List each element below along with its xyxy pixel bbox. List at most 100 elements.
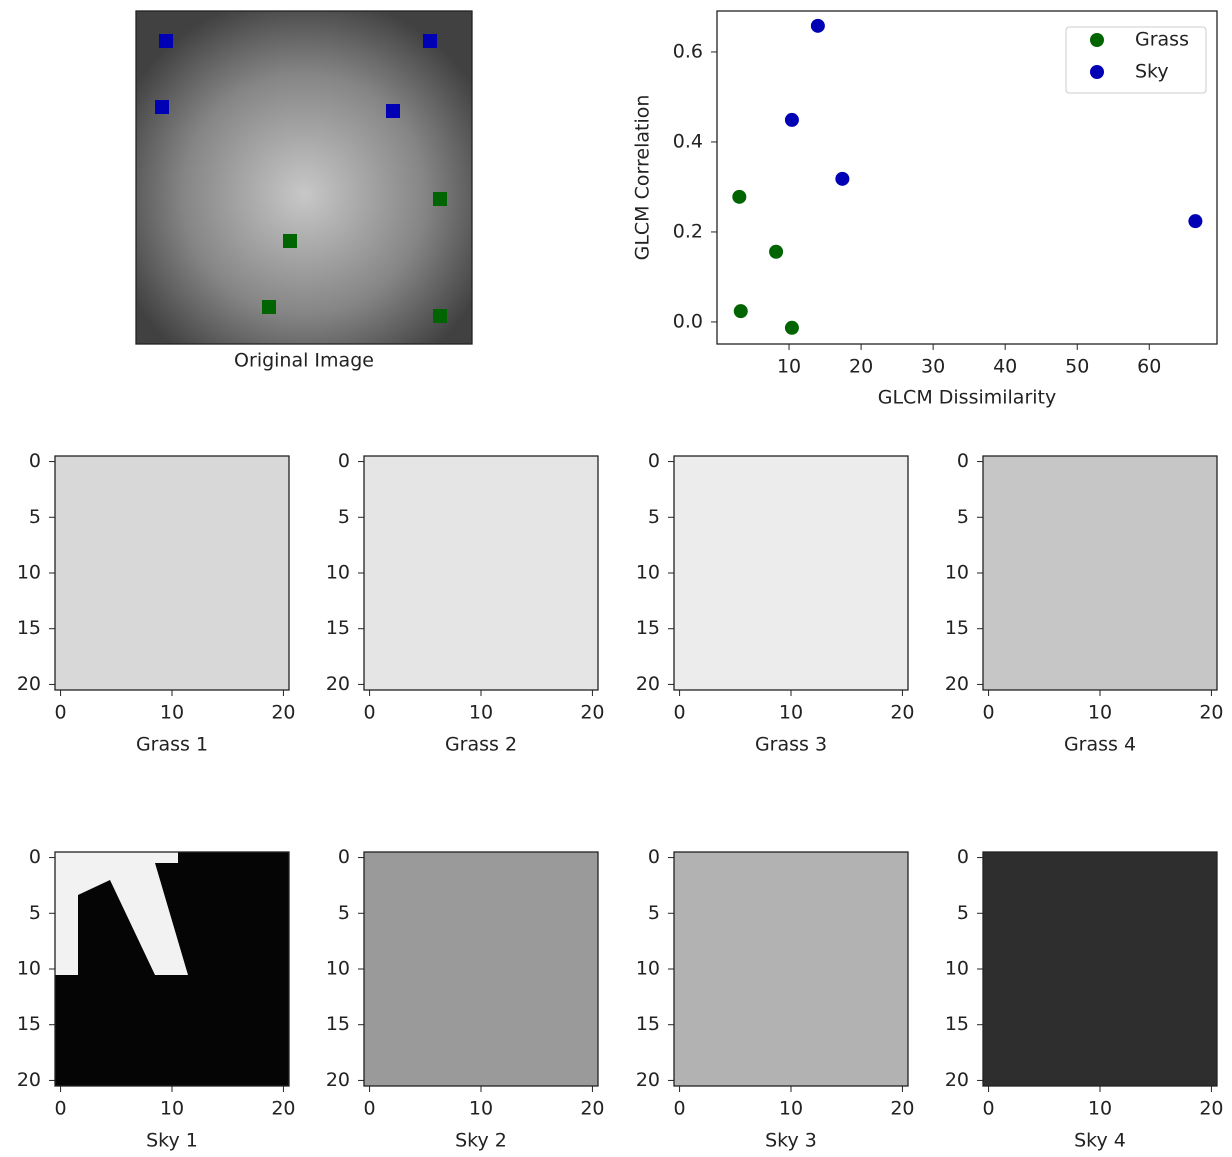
image-patch [364, 852, 598, 1086]
y-tick-label: 10 [636, 958, 660, 980]
y-tick-label: 15 [945, 617, 969, 639]
y-tick-label: 5 [648, 902, 660, 924]
grass-marker [433, 192, 447, 206]
y-tick-label: 5 [957, 506, 969, 528]
x-tick-label: 0 [364, 702, 376, 724]
x-tick-label: 0 [55, 1098, 67, 1120]
x-tick-label: 0 [983, 702, 995, 724]
region-markers [155, 34, 447, 323]
y-tick-label: 0 [957, 846, 969, 868]
y-axis-label: GLCM Correlation [632, 95, 654, 261]
x-tick-label: 0 [364, 1098, 376, 1120]
x-tick-label: 10 [469, 1098, 493, 1120]
x-tick-label: 10 [160, 702, 184, 724]
x-tick-label: 20 [890, 702, 914, 724]
legend-label: Sky [1135, 61, 1169, 83]
image-patch [983, 456, 1217, 690]
y-tick-label: 0 [29, 846, 41, 868]
scatter-point [1188, 214, 1203, 229]
x-tick-label: 40 [993, 356, 1017, 378]
y-tick-label: 20 [636, 673, 660, 695]
x-tick-label: 10 [779, 702, 803, 724]
y-tick-label: 20 [326, 673, 350, 695]
image-patch [983, 852, 1217, 1086]
x-tick-label: 10 [1088, 1098, 1112, 1120]
y-tick-label: 0 [338, 450, 350, 472]
xray-image [136, 11, 472, 344]
x-tick-label: 20 [580, 702, 604, 724]
x-axis-label: Sky 1 [146, 1130, 198, 1152]
grass-marker [283, 234, 297, 248]
x-tick-label: 30 [921, 356, 945, 378]
grass-marker [433, 309, 447, 323]
y-tick-label: 15 [636, 617, 660, 639]
x-tick-label: 20 [580, 1098, 604, 1120]
y-tick-label: 20 [945, 673, 969, 695]
legend-label: Grass [1135, 29, 1189, 51]
y-tick-label: 0.0 [673, 310, 703, 332]
y-tick-label: 0 [648, 450, 660, 472]
x-tick-label: 20 [271, 702, 295, 724]
axes-frame [716, 10, 1218, 345]
y-tick-label: 0.6 [673, 40, 703, 62]
x-tick-label: 10 [160, 1098, 184, 1120]
axes-frame [673, 455, 909, 691]
grass-marker [262, 300, 276, 314]
scatter-point [784, 112, 799, 127]
image-patch [55, 456, 289, 690]
scatter-point [732, 189, 747, 204]
axes-frame [982, 851, 1218, 1087]
image-patch [674, 456, 908, 690]
sky-marker [423, 34, 437, 48]
scatter-point [784, 320, 799, 335]
y-tick-label: 10 [945, 958, 969, 980]
panels: Original Image 10 20 30 40 50 600.00.20.40.6GL… [17, 10, 1224, 1152]
x-tick-label: 10 [1088, 702, 1112, 724]
y-tick-label: 5 [29, 902, 41, 924]
y-tick-label: 20 [945, 1069, 969, 1091]
y-tick-label: 5 [338, 902, 350, 924]
y-tick-label: 15 [636, 1013, 660, 1035]
x-tick-label: 0 [55, 702, 67, 724]
y-tick-label: 0 [29, 450, 41, 472]
axes-frame [363, 455, 599, 691]
y-tick-label: 20 [17, 1069, 41, 1091]
x-tick-label: 20 [849, 356, 873, 378]
scatter-point [810, 18, 825, 33]
x-tick-label: 20 [890, 1098, 914, 1120]
y-tick-label: 20 [17, 673, 41, 695]
y-tick-label: 10 [636, 562, 660, 584]
x-axis-label: Grass 2 [445, 734, 517, 756]
x-axis-label: Grass 4 [1064, 734, 1136, 756]
x-tick-label: 50 [1065, 356, 1089, 378]
legend-marker [1090, 33, 1104, 47]
x-tick-label: 0 [674, 1098, 686, 1120]
y-tick-label: 15 [326, 617, 350, 639]
image-patch [674, 852, 908, 1086]
y-tick-label: 10 [326, 958, 350, 980]
x-axis-label: Sky 3 [765, 1130, 817, 1152]
y-tick-label: 0 [957, 450, 969, 472]
x-axis-label: Original Image [234, 350, 374, 372]
scatter-point [835, 171, 850, 186]
y-tick-label: 0 [338, 846, 350, 868]
image-frame [135, 10, 473, 345]
y-tick-label: 15 [326, 1013, 350, 1035]
x-tick-label: 10 [779, 1098, 803, 1120]
y-tick-label: 10 [945, 562, 969, 584]
x-tick-label: 20 [1199, 1098, 1223, 1120]
x-tick-label: 20 [271, 1098, 295, 1120]
y-tick-label: 0.4 [673, 130, 703, 152]
axes-frame [363, 851, 599, 1087]
x-tick-label: 0 [983, 1098, 995, 1120]
x-tick-label: 0 [674, 702, 686, 724]
x-tick-label: 10 [777, 356, 801, 378]
y-tick-label: 5 [957, 902, 969, 924]
y-tick-label: 10 [326, 562, 350, 584]
sky1-letter [55, 852, 188, 975]
y-tick-label: 15 [17, 617, 41, 639]
scatter-point [733, 304, 748, 319]
x-axis-label: Grass 1 [136, 734, 208, 756]
sky-marker [159, 34, 173, 48]
